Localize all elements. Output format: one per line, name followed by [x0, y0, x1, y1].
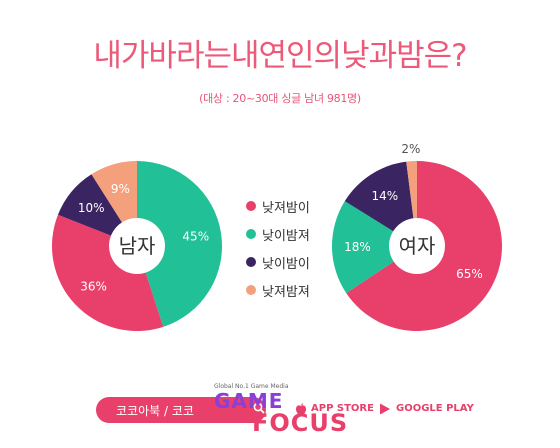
- donut-hole: [389, 218, 445, 274]
- logo-game: GAME: [214, 389, 284, 413]
- legend-dot: [246, 201, 256, 211]
- pie-value-label: 65%: [456, 267, 483, 281]
- chart-subtitle: (대상 : 20~30대 싱글 남녀 981명): [199, 92, 361, 105]
- center-label-male: 남자: [119, 234, 156, 258]
- pie-slice-male-0: [51, 214, 164, 332]
- legend-dot: [246, 285, 256, 295]
- center-label-female: 여자: [399, 234, 436, 258]
- pie-value-label: 36%: [80, 280, 107, 294]
- search-icon[interactable]: [253, 402, 265, 414]
- legend-item-day-wild: 낮져밤이: [240, 195, 350, 217]
- footer-bar: 코코아북 / 코코 Global No.1 Game Media GAME FO…: [0, 380, 560, 448]
- pie-value-label: 18%: [344, 240, 371, 254]
- pie-value-label: 14%: [371, 189, 398, 203]
- pie-value-label: 45%: [182, 230, 209, 244]
- pie-value-label: 9%: [111, 182, 130, 196]
- pie-value-label: 2%: [401, 142, 420, 156]
- apple-icon[interactable]: [294, 402, 308, 416]
- google-play-link[interactable]: GOOGLE PLAY: [396, 403, 474, 414]
- logo-tagline: Global No.1 Game Media: [214, 383, 289, 390]
- pie-slice-male-1: [137, 161, 223, 327]
- pie-slice-female-1: [332, 201, 417, 294]
- search-pill[interactable]: 코코아북 / 코코: [96, 397, 266, 423]
- legend-item-both-weak: 낮져밤져: [240, 279, 350, 301]
- legend: 낮져밤이 낮이밤져 낮이밤이 낮져밤져: [240, 195, 350, 307]
- legend-dot: [246, 257, 256, 267]
- play-icon[interactable]: [378, 402, 392, 416]
- pie-value-label: 10%: [78, 201, 105, 215]
- legend-label: 낮이밤이: [262, 257, 310, 272]
- legend-item-both-strong: 낮이밤이: [240, 251, 350, 273]
- legend-label: 낮이밤져: [262, 229, 310, 244]
- search-pill-text: 코코아북 / 코코: [116, 404, 194, 418]
- donut-hole: [109, 218, 165, 274]
- app-store-link[interactable]: APP STORE: [311, 403, 374, 414]
- chart-title: 내가바라는내연인의낮과밤은?: [93, 38, 467, 74]
- legend-dot: [246, 229, 256, 239]
- legend-label: 낮져밤져: [262, 285, 310, 300]
- legend-item-day-gentle: 낮이밤져: [240, 223, 350, 245]
- legend-label: 낮져밤이: [262, 201, 310, 216]
